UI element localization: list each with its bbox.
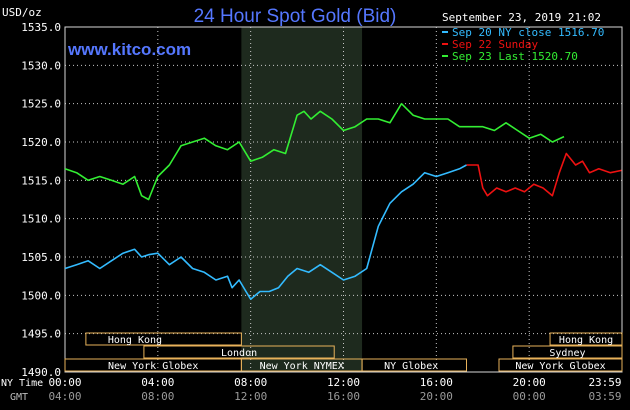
legend-entry: Sep 20 NY close 1516.70 — [452, 26, 604, 39]
site-watermark: www.kitco.com — [67, 40, 191, 59]
y-tick-label: 1495.0 — [21, 328, 61, 341]
session-bar — [85, 332, 242, 346]
y-tick-label: 1515.0 — [21, 174, 61, 187]
chart-title: 24 Hour Spot Gold (Bid) — [194, 6, 397, 27]
session-label: New York NYMEX — [260, 361, 344, 372]
x-tick-label-ny: 08:00 — [234, 376, 267, 389]
session-label: London — [221, 348, 257, 359]
session-bar — [512, 345, 623, 359]
y-tick-label: 1535.0 — [21, 21, 61, 34]
session-bar — [361, 358, 468, 372]
x-tick-label-gmt: 04:00 — [48, 390, 81, 403]
legend-entry: Sep 23 Last 1520.70 — [452, 50, 578, 63]
nymex-highlight-band — [241, 27, 363, 372]
session-bar — [498, 358, 623, 372]
session-label: Sydney — [549, 348, 585, 359]
x-tick-label-ny: 00:00 — [48, 376, 81, 389]
session-label: New York Globex — [108, 361, 198, 372]
session-label: NY Globex — [384, 361, 438, 372]
series-line-sep22 — [466, 152, 622, 197]
legend-entry: Sep 22 Sunday — [452, 38, 538, 51]
x-tick-label-ny: 12:00 — [327, 376, 360, 389]
x-tick-label-gmt: 20:00 — [420, 390, 453, 403]
x-row-label-gmt: GMT — [10, 392, 28, 403]
x-tick-label-ny: 23:59 — [588, 376, 621, 389]
y-tick-label: 1490.0 — [21, 366, 61, 379]
y-tick-label: 1510.0 — [21, 213, 61, 226]
series-line-sep20 — [64, 164, 467, 301]
y-tick-label: 1505.0 — [21, 251, 61, 264]
y-axis-label: USD/oz — [2, 6, 42, 19]
timestamp: September 23, 2019 21:02 — [442, 11, 601, 24]
y-tick-label: 1525.0 — [21, 98, 61, 111]
x-row-label-ny: NY Time — [1, 378, 43, 389]
x-tick-label-ny: 04:00 — [141, 376, 174, 389]
session-bar — [143, 345, 335, 359]
series-line-sep23 — [64, 102, 565, 201]
session-bar — [549, 332, 623, 346]
y-tick-label: 1520.0 — [21, 136, 61, 149]
y-tick-label: 1530.0 — [21, 59, 61, 72]
x-tick-label-gmt: 08:00 — [141, 390, 174, 403]
x-tick-label-gmt: 03:59 — [588, 390, 621, 403]
y-tick-label: 1500.0 — [21, 289, 61, 302]
x-tick-label-gmt: 16:00 — [327, 390, 360, 403]
plot-frame — [64, 26, 623, 373]
x-tick-label-ny: 16:00 — [420, 376, 453, 389]
x-tick-label-gmt: 00:00 — [513, 390, 546, 403]
session-label: New York Globex — [515, 361, 605, 372]
x-tick-label-ny: 20:00 — [513, 376, 546, 389]
session-label: Hong Kong — [559, 335, 613, 346]
x-tick-label-gmt: 12:00 — [234, 390, 267, 403]
session-label: Hong Kong — [108, 335, 162, 346]
